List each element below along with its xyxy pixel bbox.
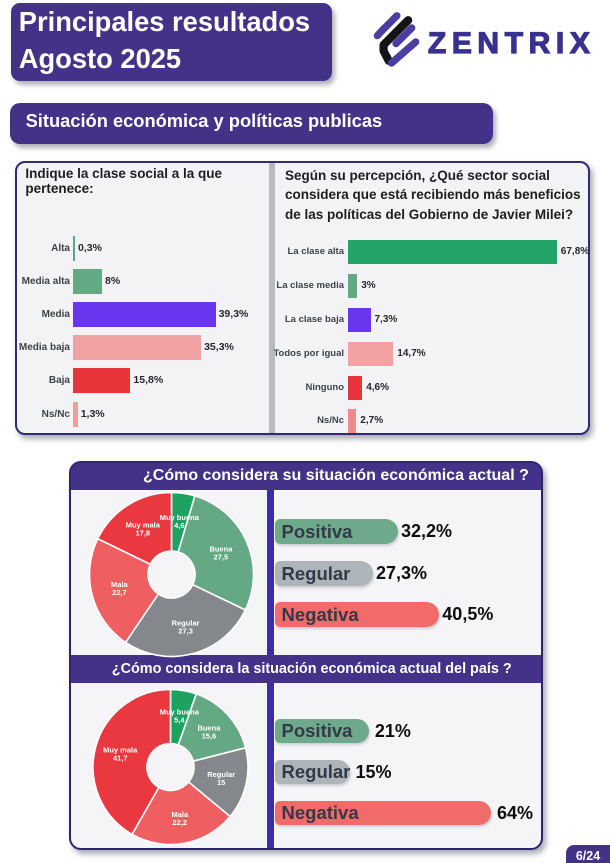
svg-text:Buena: Buena bbox=[197, 724, 221, 733]
svg-text:Mala: Mala bbox=[111, 580, 129, 589]
svg-text:Regular: Regular bbox=[172, 618, 200, 627]
svg-text:15,6: 15,6 bbox=[202, 732, 217, 741]
svg-text:41,7: 41,7 bbox=[113, 753, 128, 762]
svg-text:Muy buena: Muy buena bbox=[160, 513, 200, 522]
svg-text:17,8: 17,8 bbox=[135, 528, 150, 537]
svg-text:27,5: 27,5 bbox=[214, 552, 229, 561]
svg-text:5,4: 5,4 bbox=[174, 715, 185, 724]
svg-text:Muy buena: Muy buena bbox=[160, 707, 200, 716]
svg-text:Regular: Regular bbox=[207, 770, 235, 779]
svg-text:Buena: Buena bbox=[209, 544, 233, 553]
svg-text:22,7: 22,7 bbox=[112, 588, 127, 597]
svg-text:22,2: 22,2 bbox=[172, 818, 187, 827]
svg-text:4,6: 4,6 bbox=[174, 521, 184, 530]
svg-text:Mala: Mala bbox=[171, 810, 189, 819]
svg-text:27,3: 27,3 bbox=[178, 626, 193, 635]
svg-text:15: 15 bbox=[217, 778, 225, 787]
svg-text:Muy mala: Muy mala bbox=[126, 520, 161, 529]
svg-text:Muy mala: Muy mala bbox=[103, 745, 138, 754]
